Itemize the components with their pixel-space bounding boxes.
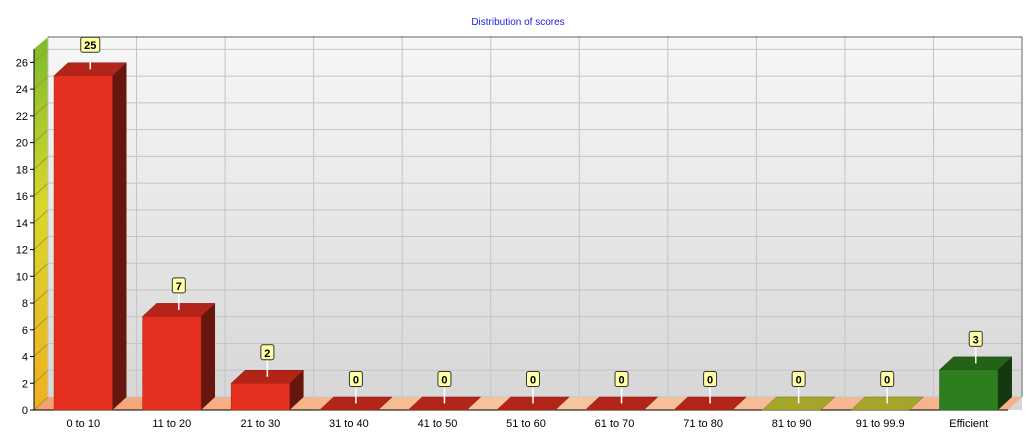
bar-front: [939, 369, 999, 411]
gridline-side: [33, 182, 49, 197]
gridline-side: [33, 369, 49, 384]
data-label: 0: [614, 371, 629, 404]
y-tick-label: 18: [16, 164, 28, 176]
y-tick-label: 20: [16, 138, 28, 150]
bar-front: [230, 383, 290, 411]
bar-side: [201, 303, 216, 410]
data-label-box: [880, 371, 895, 387]
data-label: 0: [791, 371, 806, 404]
x-tick-label: 71 to 80: [683, 418, 723, 430]
gridline-side: [33, 129, 49, 143]
y-tick-label: 16: [16, 191, 28, 203]
bar-side: [289, 370, 304, 410]
data-label: 0: [703, 371, 718, 404]
data-label-box: [171, 277, 186, 294]
y-tick-label: 12: [16, 245, 28, 257]
x-tick-label: 0 to 10: [66, 418, 100, 430]
bar: [141, 303, 216, 411]
y-tick-label: 6: [22, 325, 28, 337]
data-label-text: 2: [264, 348, 270, 360]
bars: [53, 62, 1013, 411]
data-label-box: [260, 344, 275, 361]
data-label-text: 7: [176, 281, 182, 293]
gridline-side: [33, 236, 49, 250]
data-label: 3: [968, 330, 983, 364]
data-label: 0: [526, 371, 540, 404]
data-label-text: 0: [618, 375, 624, 387]
data-label-text: 0: [884, 375, 890, 387]
y-tick-label: 2: [22, 378, 28, 390]
y-tick-label: 10: [16, 271, 28, 283]
data-label: 0: [437, 371, 452, 404]
bar-side: [112, 62, 127, 410]
x-tick-label: 51 to 60: [506, 418, 546, 430]
gridline-side: [33, 49, 49, 63]
data-label-text: 0: [796, 375, 802, 387]
x-tick-label: Efficient: [949, 418, 988, 430]
x-tick-labels: 0 to 10 11 to 20 21 to 30 31 to 40 41 to 50 5…: [66, 418, 988, 430]
gridline-side: [33, 289, 49, 304]
x-tick-label: 21 to 30: [240, 418, 280, 430]
gridline-side: [33, 396, 49, 411]
data-label: 0: [348, 371, 363, 404]
gridline-side: [33, 102, 49, 117]
y-tick-label: 0: [22, 405, 28, 417]
bar-front: [142, 316, 202, 411]
data-label-text: 0: [530, 375, 536, 387]
bar: [938, 356, 1013, 411]
y-tick-label: 8: [22, 298, 28, 310]
data-label: 2: [260, 344, 275, 377]
data-label-box: [437, 371, 452, 387]
chart-title: Distribution of scores: [471, 17, 564, 28]
data-label: 0: [880, 371, 895, 404]
data-label-text: 0: [707, 375, 713, 387]
y-tick-label: 4: [22, 352, 28, 364]
x-tick-label: 11 to 20: [152, 418, 191, 430]
gridline-side: [33, 209, 49, 224]
y-tick-label: 22: [16, 111, 28, 123]
gridline-side: [33, 75, 49, 90]
y-tick-label: 14: [16, 218, 28, 230]
bar: [53, 62, 128, 411]
bar-side: [997, 356, 1012, 410]
left-wall: [34, 37, 48, 410]
gridline-side: [33, 262, 49, 277]
data-label-text: 3: [973, 334, 979, 346]
data-labels: 25 7 2 0 0 0 0 0 0 0 3: [80, 36, 983, 404]
data-label-box: [348, 371, 363, 387]
bar-front: [53, 75, 113, 411]
data-label-box: [526, 371, 540, 387]
data-label: 7: [171, 277, 186, 310]
x-tick-label: 81 to 90: [772, 418, 812, 430]
gridline-side: [33, 343, 49, 357]
data-label-text: 0: [353, 375, 359, 387]
data-label-text: 0: [441, 375, 447, 387]
x-tick-label: 31 to 40: [329, 418, 369, 430]
y-tick-label: 24: [16, 84, 28, 96]
data-label: 25: [80, 36, 101, 70]
x-tick-label: 61 to 70: [595, 418, 635, 430]
data-label-box: [80, 36, 101, 53]
x-tick-label: 91 to 99.9: [856, 418, 905, 430]
x-tick-label: 41 to 50: [418, 418, 458, 430]
data-label-box: [703, 371, 718, 387]
gridline-side: [33, 155, 49, 170]
data-label-box: [968, 330, 983, 347]
data-label-box: [614, 371, 629, 387]
gridline-side: [33, 316, 49, 331]
data-label-text: 25: [84, 40, 96, 52]
y-tick-label: 26: [16, 57, 28, 69]
data-label-box: [791, 371, 806, 387]
